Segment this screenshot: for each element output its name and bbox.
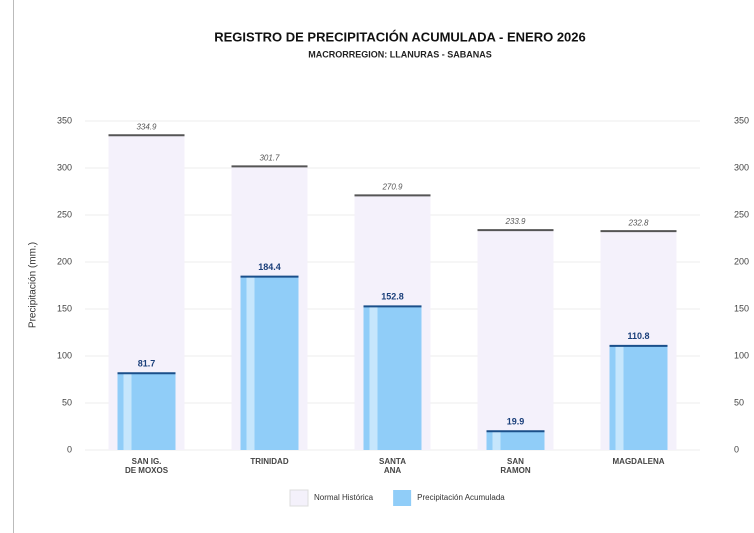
- x-tick-label: SAN IG. DE MOXOS: [125, 457, 169, 475]
- y2-tick-label: 350: [734, 115, 749, 125]
- x-tick-label-line: SAN IG.: [132, 457, 162, 466]
- accumulated-highlight: [246, 276, 255, 450]
- accumulated-value-label: 152.8: [381, 292, 404, 302]
- x-tick-label-line: RAMON: [500, 466, 530, 475]
- historic-bar: [477, 230, 554, 450]
- x-tick-label: SAN RAMON: [500, 457, 530, 475]
- legend-swatch: [393, 490, 412, 506]
- accumulated-value-label: 81.7: [138, 359, 156, 369]
- historic-value-label: 334.9: [136, 122, 157, 131]
- x-tick-label-line: SANTA: [379, 457, 406, 466]
- y-tick-label: 150: [57, 303, 72, 313]
- y-tick-label: 250: [57, 209, 72, 219]
- historic-value-label: 301.7: [259, 154, 280, 163]
- y-tick-label: 300: [57, 162, 72, 172]
- x-tick-label: TRINIDAD: [250, 457, 288, 466]
- accumulated-bar: [486, 431, 545, 450]
- y2-tick-label: 150: [734, 303, 749, 313]
- accumulated-highlight: [123, 373, 132, 450]
- x-tick-label-line: SAN: [507, 457, 524, 466]
- accumulated-highlight: [369, 306, 378, 450]
- y-tick-label: 350: [57, 115, 72, 125]
- x-tick-label: SANTA ANA: [379, 457, 406, 475]
- x-tick-label-line: TRINIDAD: [250, 457, 288, 466]
- y2-tick-label: 50: [734, 397, 744, 407]
- historic-value-label: 233.9: [504, 217, 526, 226]
- y-tick-label: 50: [62, 397, 72, 407]
- y2-tick-label: 250: [734, 209, 749, 219]
- y-tick-label: 200: [57, 256, 72, 266]
- accumulated-highlight: [492, 431, 501, 450]
- y-tick-label: 0: [67, 444, 72, 454]
- x-tick-label-line: ANA: [384, 466, 402, 475]
- y2-tick-label: 100: [734, 350, 749, 360]
- legend-label: Precipitación Acumulada: [417, 493, 505, 502]
- historic-value-label: 232.8: [627, 218, 649, 227]
- y-tick-label: 100: [57, 350, 72, 360]
- legend-label: Normal Histórica: [314, 493, 374, 502]
- accumulated-value-label: 184.4: [258, 262, 281, 272]
- legend-swatch: [289, 489, 309, 507]
- y2-tick-label: 300: [734, 162, 749, 172]
- x-tick-label: MAGDALENA: [613, 457, 665, 466]
- x-tick-label-line: MAGDALENA: [613, 457, 665, 466]
- chart-subtitle: MACRORREGION: LLANURAS - SABANAS: [308, 49, 492, 59]
- y2-tick-label: 200: [734, 256, 749, 266]
- x-tick-label-line: DE MOXOS: [125, 466, 169, 475]
- accumulated-value-label: 19.9: [507, 417, 525, 427]
- y2-tick-label: 0: [734, 444, 739, 454]
- accumulated-value-label: 110.8: [627, 331, 649, 341]
- historic-value-label: 270.9: [381, 182, 403, 191]
- chart-title: REGISTRO DE PRECIPITACIÓN ACUMULADA - EN…: [214, 29, 586, 44]
- y-axis-label: Precipitación (mm.): [28, 242, 39, 328]
- accumulated-highlight: [615, 345, 624, 450]
